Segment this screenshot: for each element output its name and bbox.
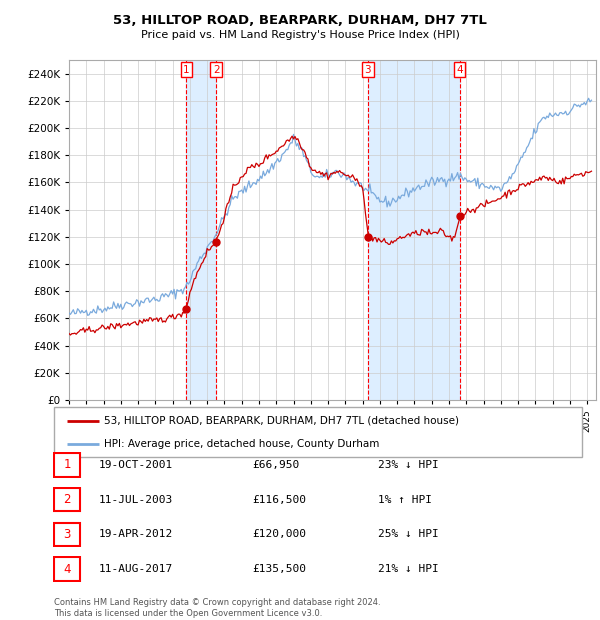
Bar — [368, 60, 460, 400]
Text: 53, HILLTOP ROAD, BEARPARK, DURHAM, DH7 7TL (detached house): 53, HILLTOP ROAD, BEARPARK, DURHAM, DH7 … — [104, 416, 459, 426]
Text: 11-JUL-2003: 11-JUL-2003 — [99, 495, 173, 505]
Text: 25% ↓ HPI: 25% ↓ HPI — [378, 529, 439, 539]
Text: 19-OCT-2001: 19-OCT-2001 — [99, 460, 173, 470]
Text: 1: 1 — [183, 64, 190, 74]
Text: 21% ↓ HPI: 21% ↓ HPI — [378, 564, 439, 574]
Text: Contains HM Land Registry data © Crown copyright and database right 2024.: Contains HM Land Registry data © Crown c… — [54, 598, 380, 607]
Bar — [187, 60, 217, 400]
Text: 11-AUG-2017: 11-AUG-2017 — [99, 564, 173, 574]
Text: 2: 2 — [64, 494, 71, 506]
Text: 2: 2 — [213, 64, 220, 74]
Text: 3: 3 — [64, 528, 71, 541]
Text: £135,500: £135,500 — [252, 564, 306, 574]
Text: 4: 4 — [456, 64, 463, 74]
Text: 19-APR-2012: 19-APR-2012 — [99, 529, 173, 539]
Text: £120,000: £120,000 — [252, 529, 306, 539]
Text: Price paid vs. HM Land Registry's House Price Index (HPI): Price paid vs. HM Land Registry's House … — [140, 30, 460, 40]
Text: 4: 4 — [64, 563, 71, 575]
Text: HPI: Average price, detached house, County Durham: HPI: Average price, detached house, Coun… — [104, 438, 380, 448]
Text: 23% ↓ HPI: 23% ↓ HPI — [378, 460, 439, 470]
Text: £116,500: £116,500 — [252, 495, 306, 505]
Text: 3: 3 — [364, 64, 371, 74]
Text: 1% ↑ HPI: 1% ↑ HPI — [378, 495, 432, 505]
Text: This data is licensed under the Open Government Licence v3.0.: This data is licensed under the Open Gov… — [54, 609, 322, 618]
Text: 1: 1 — [64, 459, 71, 471]
Text: £66,950: £66,950 — [252, 460, 299, 470]
Text: 53, HILLTOP ROAD, BEARPARK, DURHAM, DH7 7TL: 53, HILLTOP ROAD, BEARPARK, DURHAM, DH7 … — [113, 14, 487, 27]
